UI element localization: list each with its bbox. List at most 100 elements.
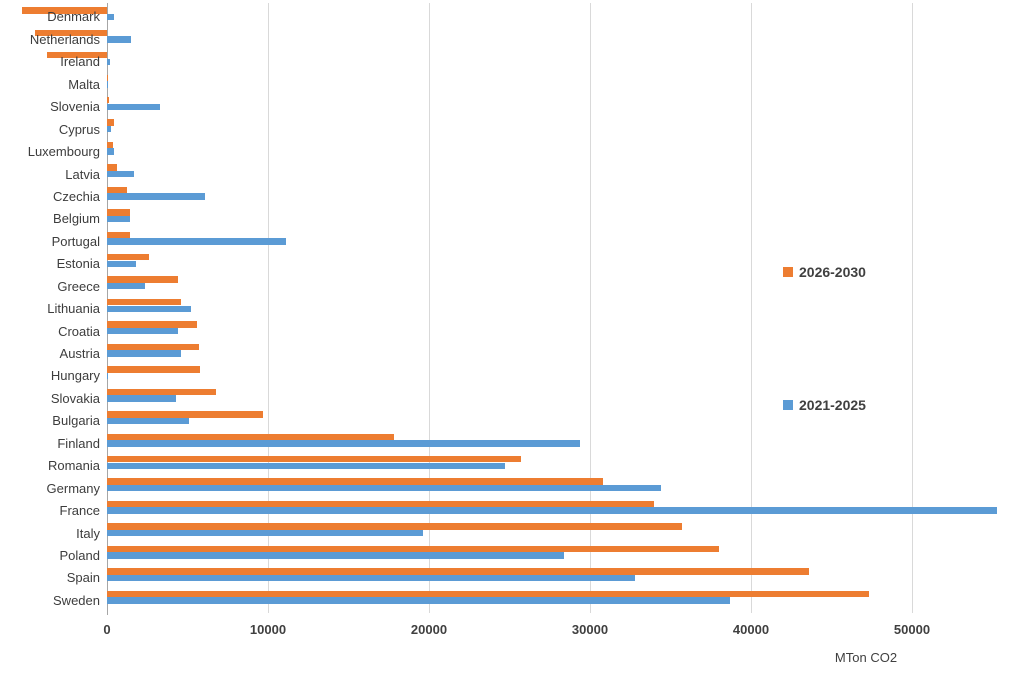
category-label-lithuania: Lithuania <box>47 301 100 317</box>
bar-greece-2026-2030 <box>107 276 178 283</box>
bar-czechia-2021-2025 <box>107 193 206 200</box>
category-label-malta: Malta <box>68 76 100 92</box>
x-tick-label-40000: 40000 <box>732 622 770 637</box>
bar-denmark-2026-2030 <box>21 7 107 14</box>
gridline-20000 <box>429 3 430 613</box>
gridline-50000 <box>912 3 913 613</box>
legend-swatch-blue <box>783 400 793 410</box>
bar-romania-2021-2025 <box>107 462 505 469</box>
bar-bulgaria-2026-2030 <box>107 411 264 418</box>
bar-luxembourg-2026-2030 <box>107 141 113 149</box>
x-tick-label-0: 0 <box>103 622 111 637</box>
bar-malta-2021-2025 <box>107 81 109 88</box>
bar-lithuania-2026-2030 <box>107 298 182 306</box>
bar-slovakia-2021-2025 <box>107 395 177 402</box>
category-label-belgium: Belgium <box>53 211 100 227</box>
x-tick-label-20000: 20000 <box>410 622 448 637</box>
category-label-hungary: Hungary <box>50 368 100 384</box>
category-label-netherlands: Netherlands <box>29 31 100 47</box>
bar-france-2021-2025 <box>107 507 998 514</box>
category-label-austria: Austria <box>59 346 100 362</box>
category-label-portugal: Portugal <box>51 233 100 249</box>
bar-slovenia-2021-2025 <box>107 103 161 110</box>
bar-poland-2021-2025 <box>107 552 565 559</box>
bar-estonia-2026-2030 <box>107 254 149 261</box>
bar-greece-2021-2025 <box>107 283 145 290</box>
bar-estonia-2021-2025 <box>107 260 136 268</box>
category-label-latvia: Latvia <box>65 166 100 182</box>
bar-cyprus-2021-2025 <box>107 126 112 133</box>
gridline-40000 <box>751 3 752 613</box>
bar-slovakia-2026-2030 <box>107 388 217 396</box>
category-label-czechia: Czechia <box>53 188 100 204</box>
gridline-10000 <box>268 3 269 613</box>
bar-finland-2026-2030 <box>107 433 394 440</box>
bar-romania-2026-2030 <box>107 456 521 463</box>
bar-finland-2021-2025 <box>107 440 581 447</box>
bar-czechia-2026-2030 <box>107 186 128 194</box>
category-label-slovenia: Slovenia <box>50 99 100 115</box>
x-tick-label-10000: 10000 <box>249 622 287 637</box>
bar-latvia-2021-2025 <box>107 170 135 178</box>
x-tick-label-30000: 30000 <box>571 622 609 637</box>
bar-hungary-2026-2030 <box>107 366 201 373</box>
bar-germany-2026-2030 <box>107 478 603 485</box>
bar-luxembourg-2021-2025 <box>107 148 115 155</box>
category-label-sweden: Sweden <box>53 592 100 608</box>
bar-sweden-2021-2025 <box>107 597 731 604</box>
bar-croatia-2021-2025 <box>107 327 178 335</box>
bar-hungary-2021-2025 <box>107 372 108 380</box>
bar-bulgaria-2021-2025 <box>107 417 190 425</box>
legend-label-2021-2025: 2021-2025 <box>799 397 866 413</box>
x-tick-label-50000: 50000 <box>893 622 931 637</box>
bar-italy-2021-2025 <box>107 529 423 537</box>
bar-ireland-2021-2025 <box>107 58 111 66</box>
bar-slovenia-2026-2030 <box>107 96 109 104</box>
bar-denmark-2021-2025 <box>107 13 115 21</box>
bar-netherlands-2026-2030 <box>35 29 107 37</box>
category-label-luxembourg: Luxembourg <box>27 144 100 160</box>
x-axis-title: MTon CO2 <box>834 650 898 665</box>
bar-cyprus-2026-2030 <box>107 119 115 126</box>
bar-netherlands-2021-2025 <box>107 36 132 43</box>
gridline-30000 <box>590 3 591 613</box>
bar-belgium-2026-2030 <box>107 209 130 216</box>
category-label-finland: Finland <box>57 435 100 451</box>
category-label-germany: Germany <box>46 480 100 496</box>
bar-spain-2026-2030 <box>107 568 809 575</box>
bar-portugal-2026-2030 <box>107 231 130 238</box>
category-label-spain: Spain <box>66 570 100 586</box>
category-label-italy: Italy <box>76 525 100 541</box>
category-label-france: France <box>59 503 100 519</box>
legend-item-2026-2030: 2026-2030 <box>783 264 866 280</box>
bar-malta-2026-2030 <box>107 74 108 81</box>
bar-croatia-2026-2030 <box>107 321 198 328</box>
legend-label-2026-2030: 2026-2030 <box>799 264 866 280</box>
bar-latvia-2026-2030 <box>107 164 118 171</box>
category-label-estonia: Estonia <box>56 256 100 272</box>
bar-lithuania-2021-2025 <box>107 305 191 312</box>
category-label-greece: Greece <box>57 278 100 294</box>
bar-austria-2026-2030 <box>107 343 199 351</box>
category-label-slovakia: Slovakia <box>50 390 100 406</box>
bar-spain-2021-2025 <box>107 574 636 582</box>
bar-ireland-2026-2030 <box>47 52 107 59</box>
category-label-croatia: Croatia <box>58 323 100 339</box>
bar-sweden-2026-2030 <box>107 590 869 598</box>
category-label-cyprus: Cyprus <box>58 121 100 137</box>
bar-portugal-2021-2025 <box>107 238 286 245</box>
bar-belgium-2021-2025 <box>107 215 130 223</box>
bar-poland-2026-2030 <box>107 545 719 553</box>
bar-austria-2021-2025 <box>107 350 182 357</box>
bar-italy-2026-2030 <box>107 523 682 530</box>
legend-item-2021-2025: 2021-2025 <box>783 397 866 413</box>
category-label-romania: Romania <box>47 458 100 474</box>
legend-swatch-orange <box>783 267 793 277</box>
bar-france-2026-2030 <box>107 500 655 508</box>
category-label-denmark: Denmark <box>47 9 100 25</box>
bar-germany-2021-2025 <box>107 485 661 492</box>
category-label-poland: Poland <box>59 547 100 563</box>
category-label-bulgaria: Bulgaria <box>52 413 100 429</box>
